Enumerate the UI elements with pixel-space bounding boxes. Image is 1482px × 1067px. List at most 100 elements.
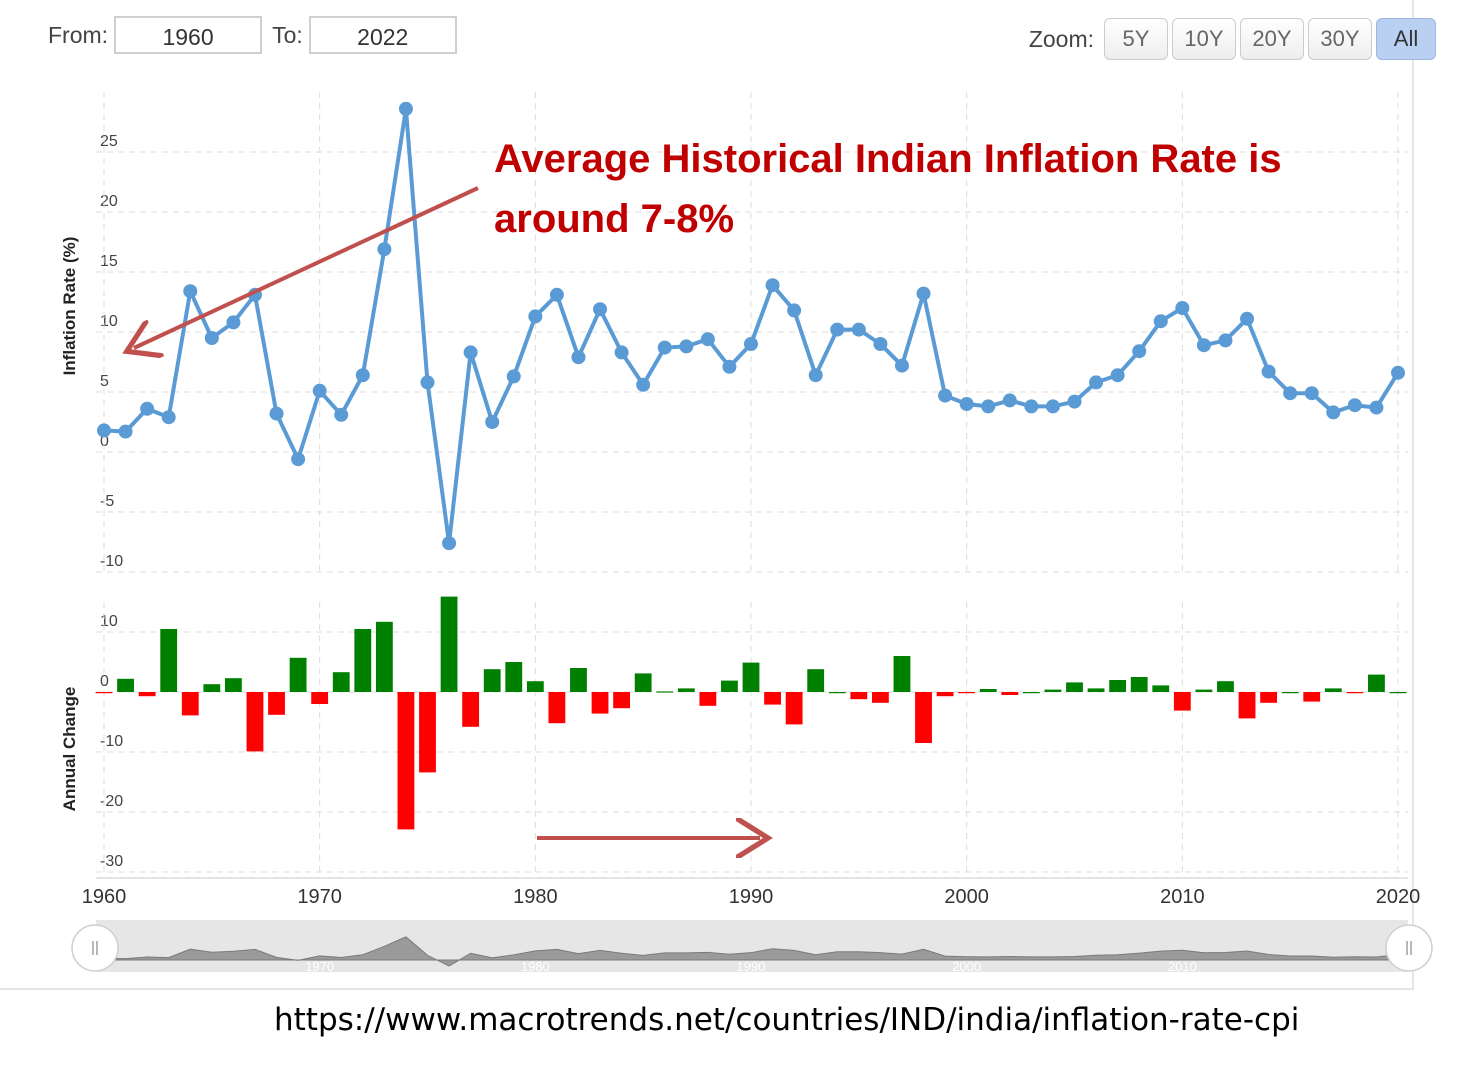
annual-change-bar bbox=[95, 692, 113, 694]
navigator-area bbox=[103, 936, 1399, 967]
chart-panel bbox=[0, 0, 1414, 990]
annual-change-bar bbox=[893, 656, 911, 692]
source-url[interactable]: https://www.macrotrends.net/countries/IN… bbox=[274, 1002, 1300, 1038]
annual-change-bar bbox=[203, 684, 221, 692]
annual-change-bar bbox=[936, 692, 954, 697]
annual-change-bar bbox=[764, 692, 781, 705]
annual-change-bar bbox=[1044, 689, 1062, 692]
annual-change-bar bbox=[354, 629, 372, 692]
upper-y-axis-label: Inflation Rate (%) bbox=[60, 237, 79, 376]
to-input[interactable]: 2022 bbox=[308, 16, 457, 54]
upper-y-tick-label: 15 bbox=[100, 253, 118, 270]
x-tick-label: 1970 bbox=[297, 886, 342, 908]
from-label: From: bbox=[48, 21, 109, 48]
navigator-tick-label: 2010 bbox=[1168, 959, 1197, 974]
inflation-rate-point bbox=[1132, 344, 1147, 359]
annual-change-bar bbox=[117, 678, 134, 692]
annual-change-bar bbox=[979, 689, 997, 692]
annual-change-bar bbox=[160, 629, 178, 692]
annual-change-bar bbox=[1152, 685, 1170, 692]
annual-change-bar bbox=[289, 657, 307, 692]
navigator-right-handle[interactable] bbox=[1385, 924, 1433, 972]
annual-change-bar bbox=[440, 596, 458, 692]
annual-change-bar bbox=[1217, 681, 1234, 692]
inflation-rate-point bbox=[765, 278, 780, 293]
inflation-rate-point bbox=[549, 287, 564, 302]
inflation-rate-point bbox=[1045, 399, 1060, 414]
zoom-20y-button[interactable]: 20Y bbox=[1240, 18, 1304, 60]
zoom-5y-button[interactable]: 5Y bbox=[1104, 18, 1168, 60]
inflation-rate-point bbox=[398, 101, 413, 116]
inflation-rate-point bbox=[183, 284, 198, 299]
annual-change-bar bbox=[1109, 680, 1127, 692]
annual-change-bar bbox=[1324, 688, 1342, 692]
annual-change-bar bbox=[613, 692, 631, 709]
upper-y-tick-label: 20 bbox=[100, 193, 118, 210]
inflation-rate-point bbox=[700, 332, 715, 347]
inflation-rate-point bbox=[959, 397, 974, 411]
annual-change-bar bbox=[332, 672, 350, 692]
upper-y-tick-label: 10 bbox=[100, 313, 118, 330]
zoom-10y-button[interactable]: 10Y bbox=[1172, 18, 1236, 60]
upper-y-tick-label: 0 bbox=[100, 433, 109, 450]
annual-change-bar bbox=[548, 692, 566, 724]
inflation-rate-point bbox=[355, 368, 370, 383]
annual-change-bar bbox=[591, 692, 609, 714]
lower-y-axis-label: Annual Change bbox=[60, 687, 79, 812]
x-tick-label: 1990 bbox=[729, 886, 774, 908]
annual-change-bar bbox=[1001, 692, 1019, 695]
annual-change-bar bbox=[224, 678, 242, 692]
annual-change-bar bbox=[1260, 692, 1278, 703]
inflation-rate-point bbox=[593, 302, 608, 317]
annual-change-bar bbox=[785, 692, 803, 725]
zoom-all-button[interactable]: All bbox=[1376, 18, 1436, 60]
annual-change-bar bbox=[1281, 692, 1299, 694]
inflation-rate-point bbox=[808, 368, 823, 383]
annual-change-bar bbox=[1195, 689, 1213, 692]
inflation-rate-point bbox=[1002, 393, 1017, 408]
inflation-rate-point bbox=[679, 339, 694, 354]
inflation-rate-point bbox=[938, 388, 953, 403]
inflation-rate-point bbox=[485, 415, 500, 429]
annual-change-bar bbox=[505, 662, 523, 692]
inflation-rate-point bbox=[916, 286, 931, 301]
inflation-rate-point bbox=[334, 407, 349, 422]
annual-change-bar bbox=[570, 668, 587, 692]
inflation-rate-point bbox=[722, 359, 737, 374]
annual-change-bar bbox=[268, 692, 285, 715]
inflation-rate-point bbox=[981, 399, 996, 414]
inflation-rate-point bbox=[420, 375, 435, 390]
zoom-controls: Zoom: 5Y 10Y 20Y 30Y All bbox=[1029, 18, 1436, 60]
inflation-rate-point bbox=[97, 423, 111, 438]
lower-y-tick-label: -30 bbox=[100, 853, 123, 870]
annual-change-bar bbox=[1346, 692, 1364, 694]
navigator-tick-label: 1970 bbox=[305, 959, 334, 974]
navigator-left-handle[interactable] bbox=[71, 924, 119, 972]
from-input[interactable]: 1960 bbox=[114, 16, 263, 54]
annotation-arrow bbox=[134, 186, 479, 348]
inflation-rate-point bbox=[1369, 400, 1384, 415]
annual-change-bar bbox=[656, 691, 674, 693]
x-tick-label: 2000 bbox=[944, 886, 989, 908]
annual-change-bar bbox=[634, 673, 652, 692]
lower-y-tick-label: -20 bbox=[100, 793, 123, 810]
annual-change-bar bbox=[419, 692, 436, 773]
annual-change-bar bbox=[958, 692, 976, 694]
annual-change-bar bbox=[699, 692, 717, 706]
inflation-rate-point bbox=[1347, 398, 1362, 413]
zoom-30y-button[interactable]: 30Y bbox=[1308, 18, 1372, 60]
inflation-rate-point bbox=[377, 242, 392, 257]
annual-change-bar bbox=[526, 681, 544, 692]
annual-change-bar bbox=[828, 692, 846, 694]
inflation-rate-point bbox=[1283, 386, 1298, 401]
inflation-rate-point bbox=[463, 345, 478, 360]
annotation-title-line2: around 7-8% bbox=[494, 197, 734, 241]
inflation-rate-point bbox=[636, 377, 651, 392]
inflation-rate-point bbox=[528, 309, 543, 324]
inflation-rate-point bbox=[291, 452, 306, 467]
x-tick-label: 1960 bbox=[82, 886, 127, 908]
annual-change-bar bbox=[1303, 692, 1321, 702]
inflation-rate-point bbox=[1110, 368, 1125, 383]
navigator-track bbox=[96, 920, 1408, 972]
